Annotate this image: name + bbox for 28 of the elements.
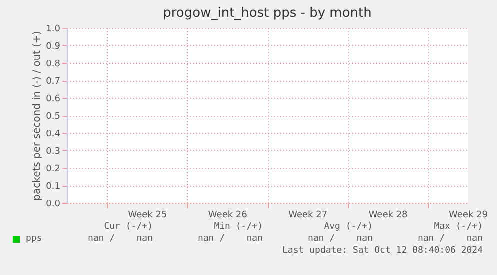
text: nan / nan (418, 234, 483, 244)
y-tick-label: 0.4 (46, 130, 61, 140)
text: nan / nan (198, 234, 263, 244)
text: Avg (-/+) (324, 222, 373, 232)
y-tick-label: 0.8 (46, 60, 61, 70)
y-tick-label: 0.5 (46, 112, 60, 122)
text: Min (-/+) (214, 222, 263, 232)
y-tick-label: 0.0 (46, 200, 61, 210)
x-tick-label: Week 25 (128, 210, 168, 220)
chart-title: progow_int_host pps - by month (163, 6, 372, 21)
y-tick-label: 0.6 (46, 94, 61, 104)
text: Cur (-/+) (104, 222, 153, 232)
text: Last update: Sat Oct 12 08:40:06 2024 (282, 246, 483, 256)
text: nan / nan (308, 234, 373, 244)
y-tick-label: 0.9 (46, 42, 61, 52)
x-tick-label: Week 28 (368, 210, 408, 220)
x-tick-label: Week 26 (208, 210, 248, 220)
legend-label: pps (26, 234, 42, 244)
y-tick-label: 0.7 (46, 77, 60, 87)
x-tick-label: Week 29 (449, 210, 488, 220)
y-tick-label: 0.1 (46, 182, 60, 192)
x-tick-label: Week 27 (288, 210, 328, 220)
y-axis-title: packets per second in (-) / out (+) (32, 31, 44, 201)
y-tick-label: 0.2 (46, 164, 60, 174)
y-tick-label: 0.3 (46, 147, 60, 157)
y-tick-label: 1.0 (46, 24, 61, 34)
text: nan / nan (88, 234, 153, 244)
text: Max (-/+) (434, 222, 483, 232)
